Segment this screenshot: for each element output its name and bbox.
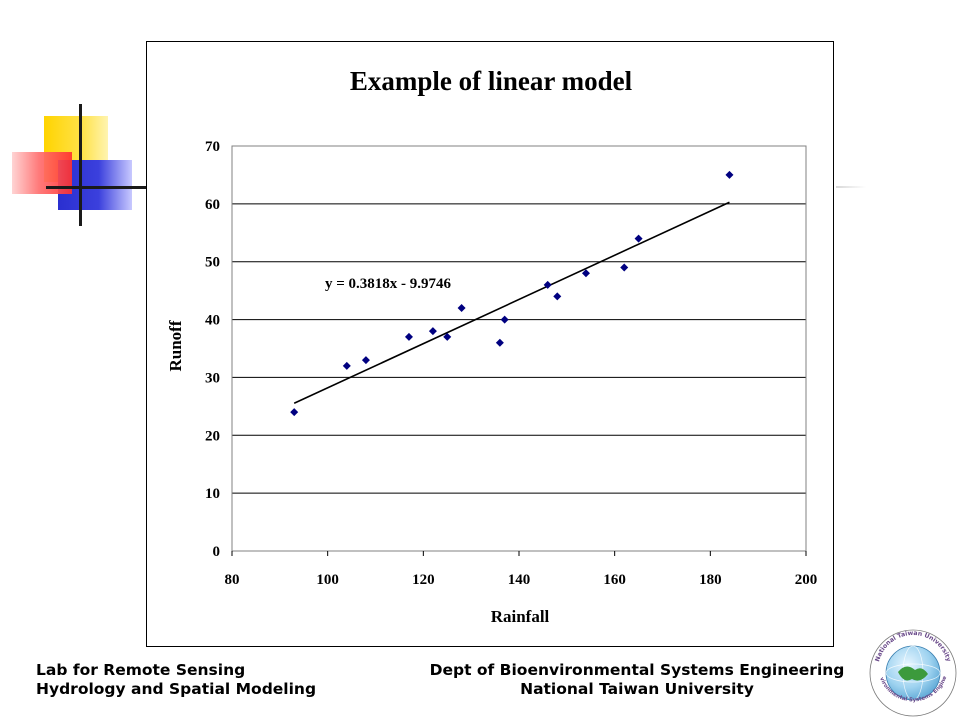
- data-point: [500, 315, 509, 324]
- decor-vertical-line: [79, 104, 82, 226]
- x-tick-label: 100: [316, 572, 339, 588]
- x-tick-label: 180: [699, 572, 722, 588]
- y-tick-label: 70: [205, 139, 220, 155]
- y-axis-ticks: 0 10 20 30 40 50 60 70: [205, 139, 220, 560]
- university-seal-logo: National Taiwan University Bioenvironmen…: [868, 618, 957, 717]
- footer-dept-name: Dept of Bioenvironmental Systems Enginee…: [416, 661, 858, 699]
- data-point: [725, 170, 734, 179]
- data-point: [634, 234, 643, 243]
- data-point: [404, 332, 413, 341]
- y-axis-label: Runoff: [166, 320, 185, 371]
- y-tick-label: 60: [205, 197, 220, 213]
- x-tick-label: 140: [508, 572, 531, 588]
- x-tick-label: 120: [412, 572, 435, 588]
- decor-horizontal-line-fade: [836, 186, 866, 188]
- x-tick-label: 80: [225, 572, 240, 588]
- decor-horizontal-line: [46, 186, 146, 189]
- data-point: [495, 338, 504, 347]
- data-point: [428, 327, 437, 336]
- scatter-chart: Example of linear model 010203040506070 …: [166, 66, 818, 626]
- footer-dept-line2: National Taiwan University: [520, 680, 754, 698]
- x-tick-label: 200: [795, 572, 818, 588]
- data-point: [290, 408, 299, 417]
- data-point: [620, 263, 629, 272]
- footer-lab-name: Lab for Remote Sensing Hydrology and Spa…: [36, 661, 316, 699]
- y-tick-label: 30: [205, 370, 220, 386]
- footer-lab-line2: Hydrology and Spatial Modeling: [36, 680, 317, 698]
- data-points: [290, 170, 734, 417]
- trendline: [293, 201, 730, 405]
- x-axis-label: Rainfall: [491, 607, 550, 626]
- data-point: [581, 269, 590, 278]
- equation-label: y = 0.3818x - 9.9746: [325, 276, 452, 292]
- data-point: [342, 361, 351, 370]
- y-tick-label: 40: [205, 313, 220, 329]
- y-tick-label: 10: [205, 486, 220, 502]
- chart-title: Example of linear model: [350, 66, 633, 96]
- footer-dept-line1: Dept of Bioenvironmental Systems Enginee…: [429, 661, 845, 679]
- chart-frame: Example of linear model 0 10 20 30 40 50 60 70 …: [146, 41, 834, 647]
- data-point: [543, 280, 552, 289]
- data-point: [361, 356, 370, 365]
- y-tick-label: 50: [205, 255, 220, 271]
- data-point: [457, 304, 466, 312]
- x-tick-label: 160: [603, 572, 626, 588]
- x-axis-ticks: 80 100 120 140 160 180 200: [225, 551, 818, 588]
- data-point: [443, 332, 452, 341]
- y-tick-label: 0: [213, 544, 221, 560]
- data-point: [553, 292, 562, 301]
- y-tick-label: 20: [205, 428, 220, 444]
- footer-lab-line1: Lab for Remote Sensing: [36, 661, 246, 679]
